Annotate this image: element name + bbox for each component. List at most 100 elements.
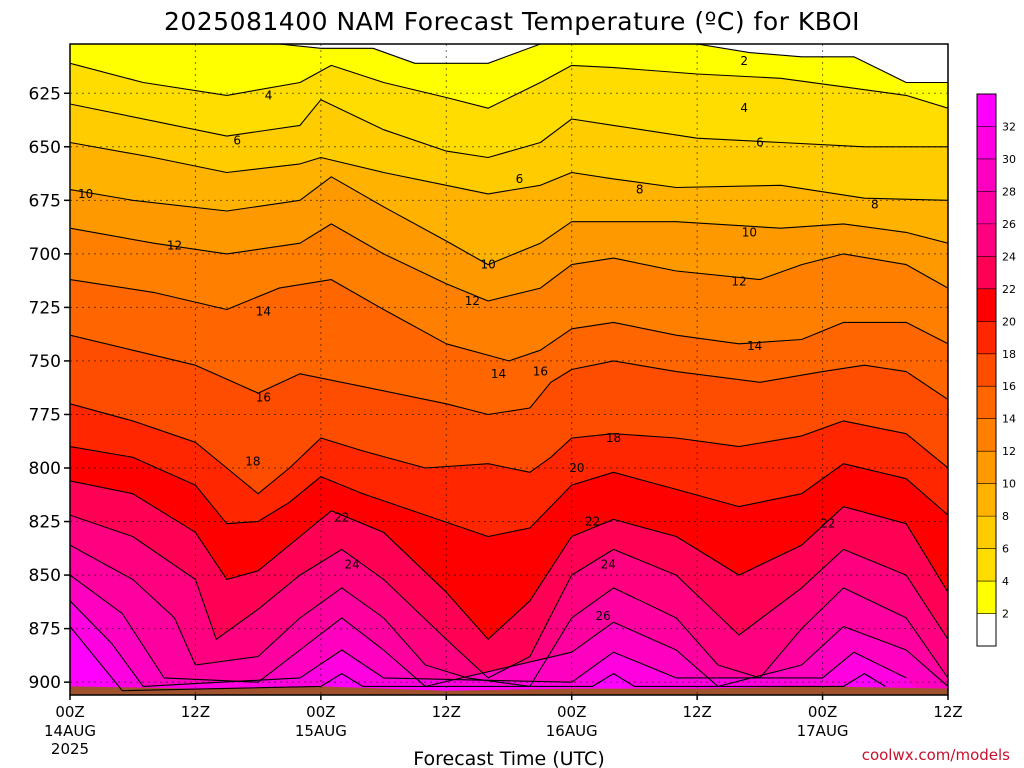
colorbar-swatch	[977, 94, 996, 127]
isotherm-label: 14	[747, 339, 762, 353]
colorbar-swatch	[977, 158, 996, 192]
y-tick-label: 675	[29, 191, 61, 211]
isotherm-30	[70, 600, 907, 687]
colorbar-label: 26	[1002, 218, 1016, 231]
isotherm-label: 14	[256, 305, 271, 319]
colorbar-swatch	[977, 288, 996, 322]
isotherm-18	[70, 403, 948, 495]
isotherm-14	[70, 279, 948, 362]
x-tick-label: 00Z	[55, 703, 84, 721]
isotherm-8	[70, 141, 948, 201]
x-tick-date: 15AUG	[295, 722, 347, 740]
y-tick-label: 800	[29, 459, 61, 479]
isotherm-label: 20	[569, 461, 584, 475]
isotherm-label: 26	[595, 609, 610, 623]
isotherm-24	[70, 514, 948, 679]
isotherm-32	[70, 626, 886, 692]
colorbar-label: 8	[1002, 510, 1009, 523]
isotherm-label: 8	[636, 183, 644, 197]
colorbar-swatch	[977, 548, 996, 582]
colorbar-swatch	[977, 581, 996, 614]
isotherm-label: 12	[167, 238, 182, 252]
isotherm-16	[70, 334, 948, 416]
colorbar-swatch	[977, 418, 996, 452]
y-tick-label: 700	[29, 245, 61, 265]
y-tick-label: 775	[29, 405, 61, 425]
x-tick-date: 17AUG	[797, 722, 849, 740]
colorbar-frame	[976, 93, 997, 647]
colorbar-label: 10	[1002, 478, 1016, 491]
terrain	[70, 686, 948, 695]
colorbar-swatch	[977, 386, 996, 420]
colorbar-label: 4	[1002, 575, 1009, 588]
colorbar-swatch	[977, 516, 996, 549]
colorbar-swatch	[977, 353, 996, 387]
isotherm-label: 18	[606, 431, 621, 445]
colorbar-label: 14	[1002, 413, 1016, 426]
isotherm-label: 10	[78, 187, 93, 201]
x-tick-label: 00Z	[808, 703, 837, 721]
x-tick-label: 12Z	[432, 703, 461, 721]
colorbar-label: 30	[1002, 153, 1016, 166]
x-tick-label: 12Z	[682, 703, 711, 721]
colorbar-label: 32	[1002, 120, 1016, 133]
colorbar-swatch	[977, 613, 996, 647]
colorbar-swatch	[977, 483, 996, 517]
isotherm-22	[70, 480, 948, 640]
colorbar-label: 24	[1002, 250, 1016, 263]
x-tick-date: 14AUG	[44, 722, 96, 740]
y-tick-label: 625	[29, 84, 61, 104]
x-tick-label: 00Z	[557, 703, 586, 721]
isotherm-label: 12	[731, 275, 746, 289]
isotherm-12	[70, 223, 948, 302]
y-tick-label: 750	[29, 352, 61, 372]
isotherm-26	[70, 544, 948, 687]
colorbar-label: 6	[1002, 543, 1009, 556]
x-tick-label: 12Z	[933, 703, 962, 721]
y-tick-label: 900	[29, 673, 61, 693]
colorbar-swatch	[977, 126, 996, 160]
x-axis-title: Forecast Time (UTC)	[413, 748, 604, 768]
isotherm-label: 22	[334, 510, 349, 524]
colorbar-label: 20	[1002, 315, 1016, 328]
isotherm-label: 10	[742, 225, 757, 239]
isotherm-label: 4	[265, 88, 273, 102]
colorbar-swatch	[977, 223, 996, 257]
plot-frame	[69, 43, 949, 696]
colorbar-swatch	[977, 451, 996, 485]
colorbar-label: 12	[1002, 445, 1016, 458]
isotherm-label: 18	[245, 455, 260, 469]
isotherm-10	[70, 176, 948, 266]
isotherm-label: 8	[871, 198, 879, 212]
isotherm-lines	[70, 44, 948, 692]
isotherm-label: 6	[756, 136, 764, 150]
colorbar-swatch	[977, 256, 996, 290]
isotherm-label: 16	[533, 365, 548, 379]
isotherm-4	[70, 62, 948, 109]
isotherm-label: 16	[256, 390, 271, 404]
temp-band-28	[70, 575, 948, 695]
temperature-fills	[70, 44, 948, 695]
isotherm-20	[70, 446, 948, 538]
isotherm-label: 14	[491, 367, 506, 381]
isotherm-label: 22	[585, 515, 600, 529]
isotherm-label: 4	[740, 101, 748, 115]
isotherm-label: 2	[740, 54, 748, 68]
isotherm-label: 22	[820, 517, 835, 531]
isotherm-2	[70, 44, 948, 84]
isotherm-label: 6	[516, 172, 524, 186]
x-tick-label: 12Z	[181, 703, 210, 721]
colorbar-label: 28	[1002, 185, 1016, 198]
chart-title: 2025081400 NAM Forecast Temperature (ºC)…	[164, 7, 860, 36]
temp-band-30	[70, 600, 922, 695]
y-axis: 625 650 675 700 725 750 775 800 825 850 875 900	[29, 84, 70, 693]
colorbar-label: 16	[1002, 380, 1016, 393]
isotherm-28	[70, 574, 948, 687]
isotherm-label: 12	[465, 294, 480, 308]
credit-link[interactable]: coolwx.com/models	[862, 746, 1010, 764]
y-tick-label: 725	[29, 298, 61, 318]
isotherm-6	[70, 99, 948, 159]
